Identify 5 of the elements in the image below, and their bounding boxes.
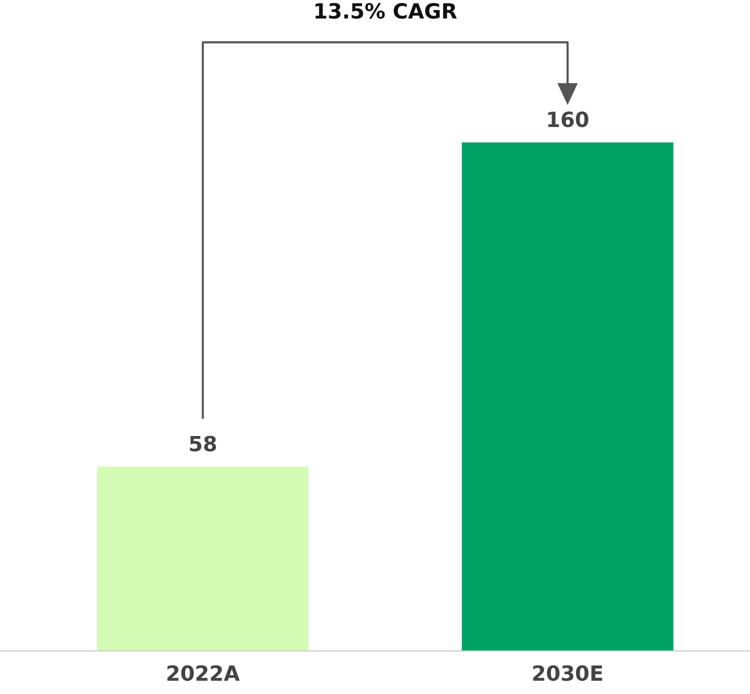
data-label: 160	[548, 111, 588, 128]
x-tick-label: 2030E	[533, 665, 602, 681]
text: 13.5% CAGR	[316, 2, 457, 19]
data-label: 58	[190, 436, 216, 452]
x-tick-label: 2022A	[167, 665, 240, 681]
